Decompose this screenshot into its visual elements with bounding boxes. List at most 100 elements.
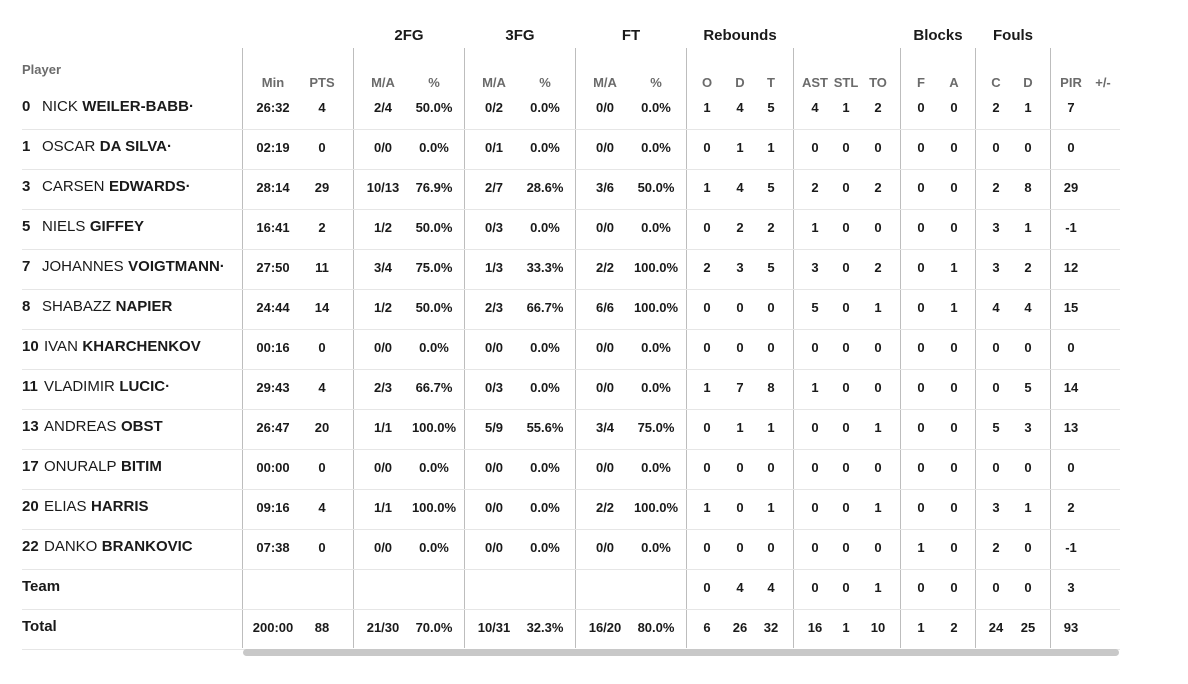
row-divider [22,409,1120,410]
stat-cell: 200:00 [252,620,294,635]
column-header: % [539,75,551,90]
column-header: +/- [1095,75,1111,90]
player-number: 17 [22,458,39,475]
stat-cell: 88 [314,620,330,635]
stat-cell: 2 [874,180,882,195]
stat-cell: 4 [318,500,326,515]
stat-cell: 7 [1067,100,1075,115]
last-name: KHARCHENKOV [82,338,201,355]
stat-cell: 0 [703,540,711,555]
stat-cell: 0 [736,500,744,515]
stat-cell: 07:38 [256,540,290,555]
stat-cell: 0 [842,500,850,515]
stat-cell: 2/2 [595,260,615,275]
stat-cell: 50.0% [415,100,453,115]
stat-cell: 0 [318,140,326,155]
row-divider [22,209,1120,210]
stat-cell: 4 [318,100,326,115]
stat-cell: 0 [811,420,819,435]
player-name: ANDREAS OBST [44,418,163,436]
stat-cell: 15 [1063,300,1079,315]
column-divider [793,48,794,648]
stat-cell: 76.9% [415,180,453,195]
row-label: Total [22,618,57,635]
stat-cell: 0 [917,260,925,275]
stat-cell: 4 [811,100,819,115]
stat-cell: 1 [1024,500,1032,515]
column-header: O [701,75,713,90]
stat-cell: 0 [842,180,850,195]
stat-cell: 2 [1067,500,1075,515]
stat-cell: 1 [1024,220,1032,235]
stat-cell: 0.0% [530,460,560,475]
stat-cell: 0 [950,380,958,395]
stat-cell: 3 [1067,580,1075,595]
stat-cell: 0 [703,140,711,155]
stat-cell: 80.0% [637,620,675,635]
stat-cell: 5 [1024,380,1032,395]
scrollbar[interactable] [243,649,1119,656]
stat-cell: 1 [767,420,775,435]
stat-cell: 27:50 [256,260,290,275]
first-name: ONURALP [44,458,117,475]
stat-cell: 3 [736,260,744,275]
first-name: JOHANNES [42,258,124,275]
column-header: D [1023,75,1033,90]
stat-cell: 3 [1024,420,1032,435]
player-number: 0 [22,98,31,115]
first-name: SHABAZZ [42,298,112,315]
stat-cell: 0 [842,380,850,395]
stat-cell: 0 [917,580,925,595]
group-header: Rebounds [703,27,777,44]
stat-cell: 0 [736,300,744,315]
column-header: STL [833,75,859,90]
stat-cell: 5/9 [484,420,504,435]
player-name: JOHANNES VOIGTMANN· [42,258,225,276]
stat-cell: 1 [917,620,925,635]
stat-cell: 0/0 [484,500,504,515]
stat-cell: 0 [736,340,744,355]
stat-cell: 28.6% [526,180,564,195]
stat-cell: 16:41 [256,220,290,235]
last-name: VOIGTMANN· [128,258,225,275]
last-name: DA SILVA· [99,138,173,155]
stat-cell: 0.0% [641,100,671,115]
stat-cell: 1 [736,420,744,435]
stat-cell: 32 [763,620,779,635]
stat-cell: 1 [874,300,882,315]
stat-cell: 0/0 [373,460,393,475]
stat-cell: 02:19 [256,140,290,155]
stat-cell: 0 [950,540,958,555]
stat-cell: 0 [767,300,775,315]
stat-cell: 0/0 [595,540,615,555]
row-divider [22,609,1120,610]
stat-cell: 33.3% [526,260,564,275]
stat-cell: 4 [736,100,744,115]
stat-cell: 0 [811,540,819,555]
stat-cell: 0/0 [595,380,615,395]
stat-cell: 2 [992,100,1000,115]
stat-cell: 100.0% [633,300,679,315]
stat-cell: 0 [950,580,958,595]
stat-cell: 0/3 [484,380,504,395]
first-name: VLADIMIR [44,378,115,395]
row-divider [22,169,1120,170]
stat-cell: 0/0 [595,220,615,235]
stat-cell: 2 [950,620,958,635]
stat-cell: -1 [1065,220,1077,235]
column-header: % [650,75,662,90]
player-name: ONURALP BITIM [44,458,162,476]
stat-cell: 0 [917,340,925,355]
stat-cell: 2 [992,180,1000,195]
stat-cell: 21/30 [366,620,400,635]
stat-cell: 4 [767,580,775,595]
column-header: F [917,75,925,90]
column-header: M/A [482,75,506,90]
stat-cell: 0 [842,140,850,155]
first-name: ANDREAS [44,418,117,435]
stat-cell: 0 [736,540,744,555]
stat-cell: 0 [917,420,925,435]
stat-cell: 0 [950,500,958,515]
player-number: 11 [22,378,38,395]
stat-cell: 0.0% [641,340,671,355]
